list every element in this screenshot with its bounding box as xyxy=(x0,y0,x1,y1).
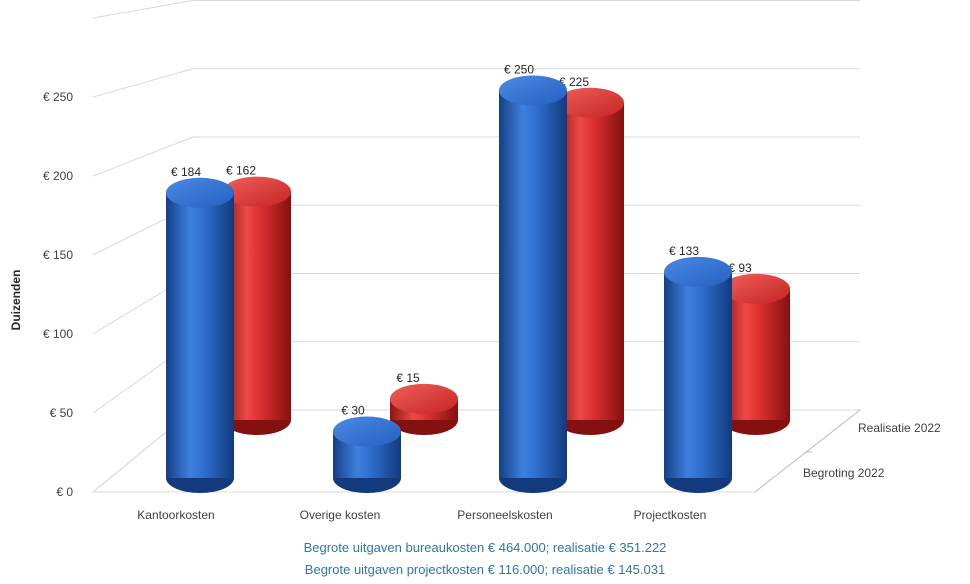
y-tick-label: € 100 xyxy=(43,327,73,341)
x-axis-categories: Kantoorkosten Overige kosten Personeelskos… xyxy=(137,508,706,522)
bar-begroting-2022-projectkosten: € 133 xyxy=(664,244,732,493)
data-label: € 184 xyxy=(171,165,201,179)
gridline-250 xyxy=(92,68,860,98)
frame-top-side xyxy=(92,0,194,19)
gridline-side xyxy=(92,68,194,98)
bars: € 162 € 15 € 225 € 93 € 184 € 30 € 250 € 133 xyxy=(166,63,790,493)
y-tick-label: € 150 xyxy=(43,248,73,262)
bar-begroting-2022-overige-kosten: € 30 xyxy=(333,404,401,493)
x-tick-label-kantoorkosten: Kantoorkosten xyxy=(137,508,214,522)
data-label: € 30 xyxy=(341,404,365,418)
bar-top xyxy=(390,383,458,414)
x-tick-label-overige-kosten: Overige kosten xyxy=(300,508,381,522)
bar-top xyxy=(664,256,732,287)
gridline-side xyxy=(92,136,194,177)
series-label-realisatie-2022: Realisatie 2022 xyxy=(858,421,941,435)
bar-body xyxy=(499,90,567,478)
bar-body xyxy=(223,191,291,420)
bar-body xyxy=(722,288,790,420)
data-label: € 162 xyxy=(226,164,256,178)
data-label: € 15 xyxy=(396,371,420,385)
bar-begroting-2022-personeelskosten: € 250 xyxy=(499,63,567,493)
bar-realisatie-2022-kantoorkosten: € 162 xyxy=(223,164,291,435)
series-labels: Begroting 2022 Realisatie 2022 xyxy=(754,409,941,493)
footnote-office-costs: Begrote uitgaven bureaukosten € 464.000;… xyxy=(303,540,667,555)
bar-realisatie-2022-overige-kosten: € 15 xyxy=(390,371,458,435)
data-label: € 133 xyxy=(669,244,699,258)
bar-top xyxy=(499,75,567,106)
x-tick-label-personeelskosten: Personeelskosten xyxy=(457,508,552,522)
gridline-200 xyxy=(92,136,860,177)
bar-top xyxy=(223,176,291,207)
bar-realisatie-2022-personeelskosten: € 225 xyxy=(556,75,624,435)
bar-top xyxy=(556,87,624,118)
bar-begroting-2022-kantoorkosten: € 184 xyxy=(166,165,234,493)
y-axis-ticks: € 0 € 50 € 100 € 150 € 200 € 250 xyxy=(43,90,73,499)
y-axis-label: Duizenden xyxy=(9,270,23,331)
data-label: € 93 xyxy=(728,261,752,275)
data-label: € 250 xyxy=(504,63,534,77)
series-label-begroting-2022: Begroting 2022 xyxy=(803,466,885,480)
bar-top xyxy=(722,273,790,304)
y-tick-label: € 200 xyxy=(43,169,73,183)
bar-body xyxy=(664,271,732,478)
data-label: € 225 xyxy=(559,75,589,89)
bar-top xyxy=(166,177,234,208)
bar-body xyxy=(556,102,624,420)
bar-body xyxy=(166,192,234,479)
footnote-project-costs: Begrote uitgaven projectkosten € 116.000… xyxy=(304,562,666,577)
bar-top xyxy=(333,416,401,447)
y-tick-label: € 50 xyxy=(50,406,74,420)
bar-realisatie-2022-projectkosten: € 93 xyxy=(722,261,790,435)
x-tick-label-projectkosten: Projectkosten xyxy=(634,508,707,522)
y-tick-label: € 0 xyxy=(56,485,73,499)
depth-axis xyxy=(754,409,861,493)
y-tick-label: € 250 xyxy=(43,90,73,104)
